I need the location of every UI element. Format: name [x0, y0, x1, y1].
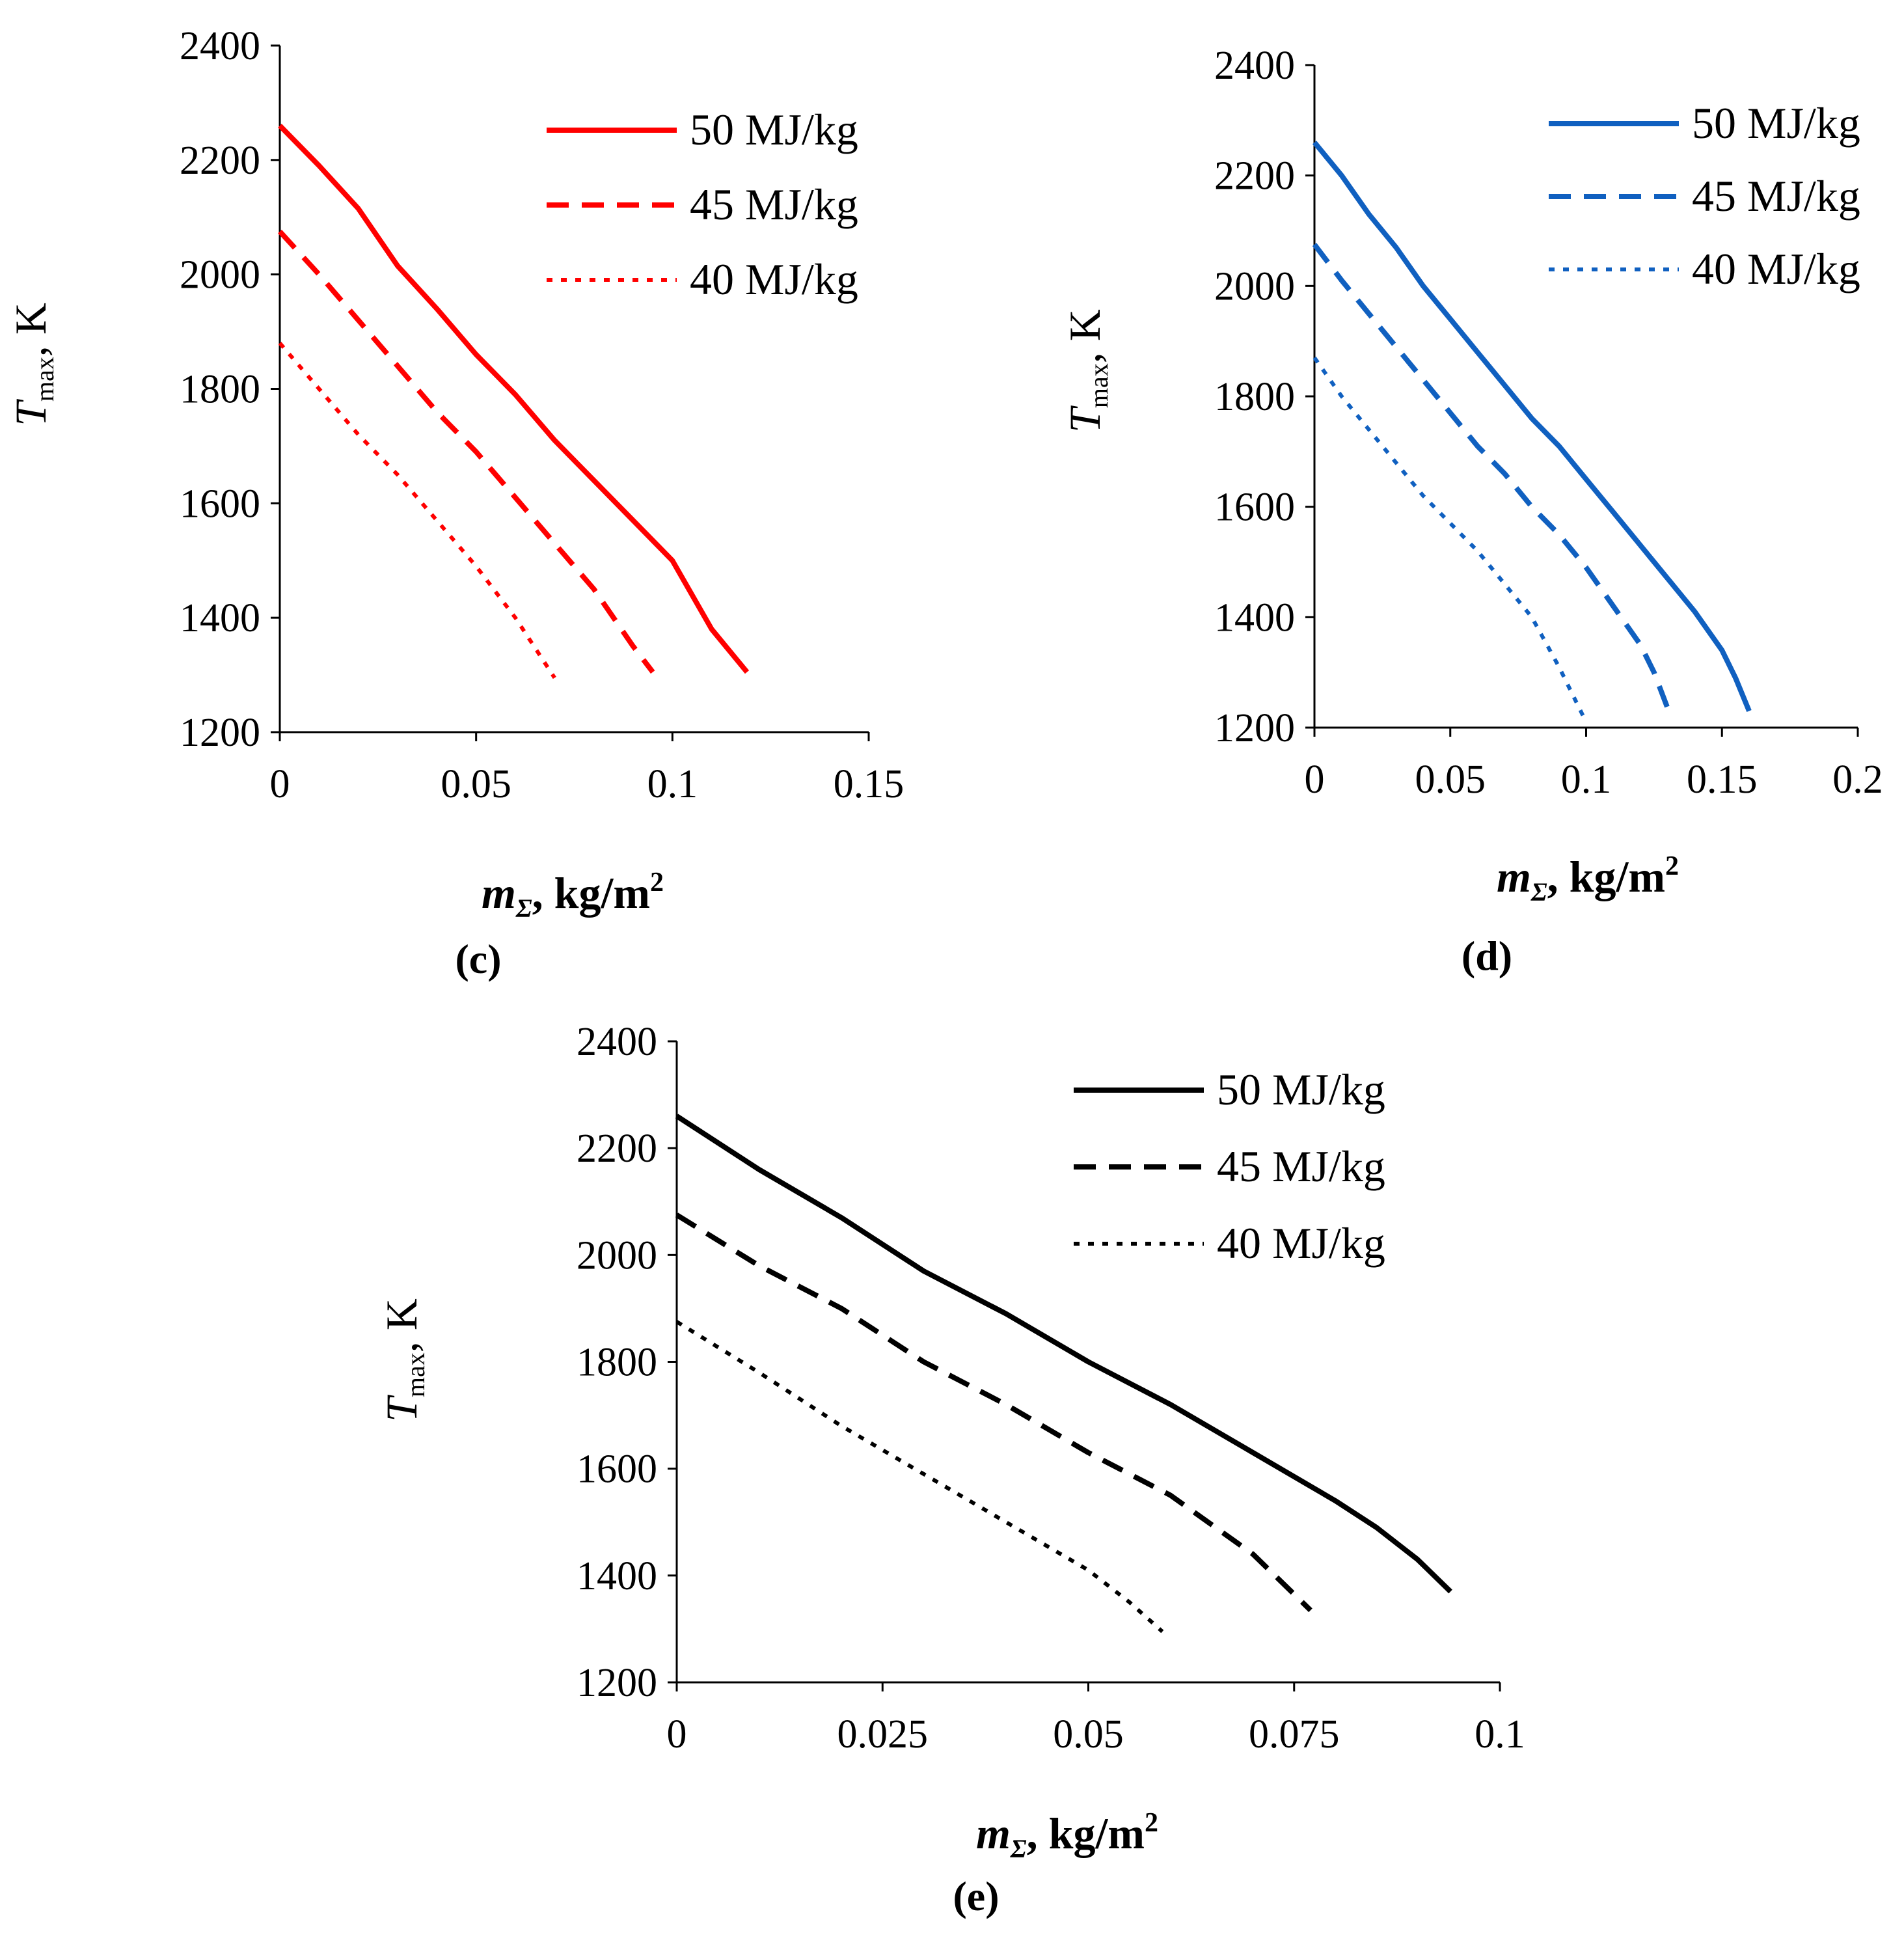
- chart-e-x-axis-sub: Σ: [1010, 1834, 1027, 1863]
- chart-e-y-axis-var: T: [377, 1395, 426, 1422]
- chart-c-x-axis-unit: , kg/m: [532, 868, 650, 918]
- chart-e-y-axis-unit: , K: [377, 1298, 426, 1352]
- chart-c-y-axis-sub: max: [30, 357, 59, 402]
- chart-c-x-axis-sup: 2: [650, 868, 664, 897]
- chart-c-legend: 50 MJ/kg 45 MJ/kg 40 MJ/kg: [547, 105, 858, 304]
- chart-e-series-dotted: [675, 1320, 1164, 1634]
- chart-d-y-axis-label: Tmax, K: [1060, 309, 1113, 433]
- chart-c-x-tick-label: 0.05: [441, 762, 511, 806]
- chart-d-y-axis-var: T: [1060, 405, 1109, 433]
- chart-e-x-axis-sup: 2: [1145, 1808, 1158, 1838]
- chart-e-series-dashed: [675, 1212, 1312, 1613]
- chart-d-x-axis-sup: 2: [1665, 851, 1679, 881]
- chart-d-y-tick-label: 2000: [1214, 264, 1295, 308]
- chart-c-y-tick-label: 1800: [180, 368, 260, 412]
- chart-e-y-axis-sub: max: [401, 1352, 430, 1397]
- chart-c-panel-label: (c): [455, 936, 501, 982]
- chart-c-x-axis-label: mΣ, kg/m2: [482, 868, 664, 923]
- chart-d-y-tick-label: 1800: [1214, 375, 1295, 419]
- chart-e-x-tick-label: 0.075: [1249, 1712, 1340, 1757]
- chart-d-legend-label: 40 MJ/kg: [1692, 244, 1860, 294]
- chart-d-x-axis-sub: Σ: [1530, 877, 1547, 907]
- chart-e-y-tick-label: 2200: [577, 1127, 657, 1171]
- chart-d-y-tick-label: 1200: [1214, 706, 1295, 750]
- chart-d-y-tick-label: 1600: [1214, 486, 1295, 530]
- chart-e-series-solid: [675, 1114, 1452, 1594]
- chart-d-series-dotted: [1312, 356, 1588, 723]
- chart-e-panel-label: (e): [953, 1873, 999, 1919]
- chart-e-x-tick-label: 0: [667, 1712, 687, 1757]
- chart-d-y-tick-label: 2400: [1214, 44, 1295, 88]
- chart-e-y-tick-label: 1600: [577, 1447, 657, 1492]
- chart-d-x-axis-unit: , kg/m: [1547, 852, 1665, 901]
- chart-c-x-axis-sub: Σ: [515, 894, 532, 923]
- chart-e: 1200 1400 1600 1800 2000 2200 2400 0 0.025 0.05 0.…: [377, 1020, 1525, 1919]
- chart-c-legend-label: 40 MJ/kg: [690, 254, 858, 304]
- chart-d-y-axis-sub: max: [1084, 363, 1113, 408]
- chart-e-y-tick-label: 2400: [577, 1020, 657, 1064]
- chart-d-y-tick-label: 1400: [1214, 595, 1295, 640]
- chart-c-y-axis-label: Tmax, K: [6, 303, 59, 426]
- chart-e-y-tick-label: 1200: [577, 1661, 657, 1705]
- chart-c: 1200 1400 1600 1800 2000 2200 2400 0 0.05 0.1 0.15…: [6, 24, 904, 982]
- chart-e-legend: 50 MJ/kg 45 MJ/kg 40 MJ/kg: [1074, 1065, 1385, 1268]
- chart-c-legend-label: 50 MJ/kg: [690, 105, 858, 154]
- chart-d-legend-label: 45 MJ/kg: [1692, 171, 1860, 221]
- chart-e-x-axis-label: mΣ, kg/m2: [976, 1808, 1158, 1863]
- chart-c-y-tick-label: 1600: [180, 482, 260, 526]
- chart-d-x-tick-label: 0.1: [1561, 758, 1612, 802]
- chart-d-panel-label: (d): [1462, 933, 1512, 979]
- chart-c-x-tick-label: 0.15: [834, 762, 904, 806]
- chart-d-x-tick-label: 0.2: [1832, 758, 1883, 802]
- chart-d-x-axis-label: mΣ, kg/m2: [1497, 851, 1679, 907]
- chart-e-legend-label: 45 MJ/kg: [1217, 1142, 1385, 1191]
- chart-e-y-axis-label: Tmax, K: [377, 1298, 430, 1422]
- chart-c-y-tick-label: 1200: [180, 711, 260, 755]
- chart-e-x-tick-label: 0.1: [1475, 1712, 1525, 1757]
- chart-e-legend-label: 50 MJ/kg: [1217, 1065, 1385, 1114]
- chart-d-y-tick-label: 2200: [1214, 154, 1295, 198]
- chart-e-y-tick-label: 2000: [577, 1233, 657, 1278]
- chart-d-x-axis-var: m: [1497, 852, 1531, 901]
- chart-e-y-tick-label: 1400: [577, 1554, 657, 1598]
- chart-c-y-tick-label: 1400: [180, 596, 260, 640]
- chart-e-legend-label: 40 MJ/kg: [1217, 1218, 1385, 1268]
- chart-d-series-dashed: [1312, 243, 1670, 709]
- chart-c-y-tick-label: 2000: [180, 253, 260, 297]
- chart-c-x-tick-label: 0: [270, 762, 290, 806]
- chart-d-x-tick-label: 0.15: [1687, 758, 1758, 802]
- chart-e-x-tick-label: 0.05: [1053, 1712, 1124, 1757]
- chart-d-legend: 50 MJ/kg 45 MJ/kg 40 MJ/kg: [1549, 98, 1860, 294]
- chart-d-y-axis-unit: , K: [1060, 309, 1109, 363]
- chart-d-series-solid: [1312, 141, 1752, 713]
- chart-c-x-axis-var: m: [482, 868, 516, 918]
- chart-c-y-tick-label: 2200: [180, 139, 260, 183]
- chart-c-y-axis-var: T: [6, 399, 55, 426]
- chart-c-x-tick-label: 0.1: [647, 762, 698, 806]
- chart-d-legend-label: 50 MJ/kg: [1692, 98, 1860, 148]
- chart-e-y-tick-label: 1800: [577, 1341, 657, 1385]
- chart-c-series-solid: [278, 124, 750, 674]
- chart-e-x-tick-label: 0.025: [837, 1712, 929, 1757]
- chart-d-x-tick-label: 0.05: [1415, 758, 1486, 802]
- chart-c-y-tick-label: 2400: [180, 24, 260, 68]
- chart-e-x-axis-var: m: [976, 1809, 1011, 1858]
- chart-c-y-axis-unit: , K: [6, 303, 55, 357]
- chart-c-legend-label: 45 MJ/kg: [690, 180, 858, 229]
- chart-d: 1200 1400 1600 1800 2000 2200 2400 0 0.05 0.1 0.15…: [1060, 44, 1883, 979]
- chart-c-series-dashed: [278, 230, 655, 674]
- chart-e-x-axis-unit: , kg/m: [1027, 1809, 1145, 1858]
- chart-d-x-tick-label: 0: [1305, 758, 1325, 802]
